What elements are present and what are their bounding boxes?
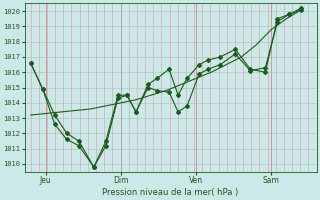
X-axis label: Pression niveau de la mer( hPa ): Pression niveau de la mer( hPa ) [102, 188, 239, 197]
